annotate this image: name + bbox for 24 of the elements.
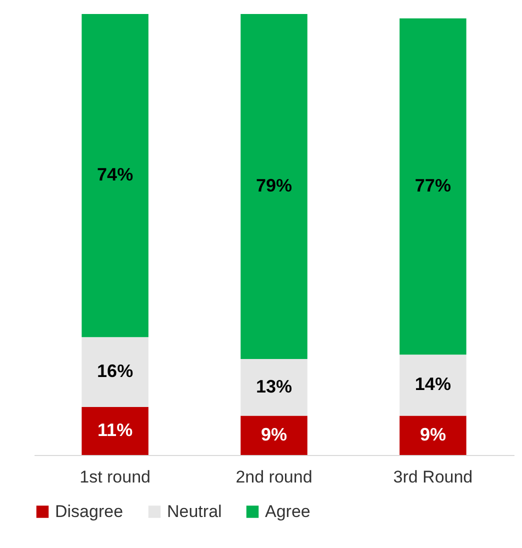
data-label: 14% [414, 374, 451, 394]
bar [82, 337, 148, 407]
legend-label: Agree [265, 502, 310, 521]
data-label: 79% [256, 175, 292, 196]
bar [240, 358, 308, 416]
x-tick-label: 2nd round [236, 468, 312, 486]
data-label: 13% [256, 376, 292, 396]
x-tick-label: 3rd Round [393, 468, 473, 486]
bar [82, 14, 148, 338]
data-label: 16% [97, 361, 134, 382]
data-label: 9% [260, 424, 288, 444]
bar [400, 18, 466, 355]
bar [400, 354, 466, 416]
data-label: 77% [414, 175, 451, 196]
legend-label: Neutral [167, 502, 222, 521]
x-tick-label: 1st round [80, 468, 151, 486]
legend-label: Disagree [55, 502, 124, 521]
data-label: 11% [98, 420, 133, 440]
bar [82, 406, 148, 455]
data-label: 74% [97, 164, 134, 185]
bar [240, 416, 308, 455]
bar [400, 416, 466, 455]
bar [240, 14, 308, 359]
data-label: 9% [420, 424, 446, 444]
